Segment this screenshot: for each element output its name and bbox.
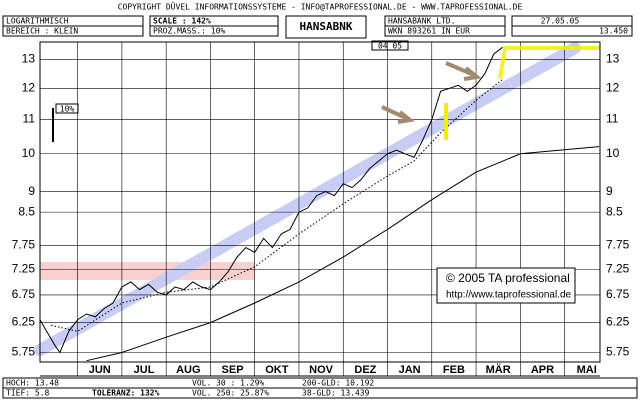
symbol: HANSABNK	[300, 20, 353, 33]
trend-channel	[34, 42, 581, 356]
price-line	[50, 79, 503, 332]
scale: SCALE : 142%	[153, 17, 211, 26]
y-tick-label: 5.75	[12, 345, 36, 359]
y-tick-label: 10	[606, 146, 620, 160]
high: HOCH: 13.48	[6, 379, 59, 388]
x-tick-label: OKT	[265, 364, 289, 376]
vol250: VOL. 250: 25.87%	[192, 389, 269, 398]
wkn: WKN 893261 IN EUR	[388, 27, 470, 36]
period: 04 05	[378, 42, 402, 51]
x-tick-label: AUG	[176, 364, 200, 376]
plot-frame	[39, 41, 601, 363]
watermark: © 2005 TA professional	[446, 271, 570, 285]
y-tick-label: 7.25	[12, 261, 36, 275]
y-tick-label: 12	[22, 80, 36, 94]
percent-measure: PROZ.MASS.: 10%	[153, 27, 225, 36]
date: 27.05.05	[541, 17, 580, 26]
symbol-box	[285, 15, 367, 39]
x-tick-label: JAN	[399, 364, 421, 376]
x-tick-label: MÄR	[486, 363, 511, 376]
y-tick-label: 7.75	[12, 237, 36, 251]
y-tick-label: 6.25	[606, 315, 630, 329]
low: TIEF: 5.8	[6, 389, 50, 398]
x-tick-label: JUL	[134, 364, 155, 376]
period-box	[371, 40, 409, 51]
x-tick-label: JUN	[89, 364, 111, 376]
last-price: 13.450	[599, 27, 628, 36]
arrow	[381, 105, 415, 124]
scale-mode: LOGARITHMISCH	[6, 17, 69, 26]
y-tick-label: 7.75	[606, 237, 630, 251]
measure-box	[55, 103, 79, 114]
x-tick-label: MAI	[577, 364, 597, 376]
watermark-box	[436, 267, 576, 304]
x-tick-label: NOV	[309, 364, 334, 376]
range: BEREICH : KLEIN	[6, 27, 78, 36]
y-tick-label: 9	[28, 184, 35, 198]
price-line	[86, 146, 600, 362]
company: HANSABANK LTD.	[388, 17, 455, 26]
y-tick-label: 8.5	[18, 204, 35, 218]
resistance-band	[40, 262, 255, 280]
gld200: 200-GLD: 10.192	[302, 379, 374, 388]
price-line	[39, 46, 503, 354]
y-tick-label: 5.75	[606, 345, 630, 359]
y-tick-label: 12	[606, 80, 620, 94]
y-tick-label: 8.5	[606, 204, 623, 218]
breakout-highlight	[498, 46, 600, 79]
x-tick-label: FEB	[443, 364, 465, 376]
y-tick-label: 6.75	[606, 287, 630, 301]
y-tick-label: 9	[606, 184, 613, 198]
watermark-url: http://www.taprofessional.de	[446, 290, 572, 301]
tolerance: TOLERANZ: 132%	[92, 389, 160, 398]
x-tick-label: SEP	[222, 364, 244, 376]
y-tick-label: 13	[606, 52, 620, 66]
x-tick-label: APR	[531, 364, 554, 376]
y-tick-label: 10	[22, 146, 36, 160]
vol30: VOL. 30 : 1.29%	[192, 379, 264, 388]
plot	[34, 42, 600, 376]
gld38: 38-GLD: 13.439	[302, 389, 370, 398]
y-tick-label: 6.75	[12, 287, 36, 301]
y-tick-label: 13	[22, 52, 36, 66]
y-tick-label: 11	[606, 112, 619, 126]
copyright: COPYRIGHT DÜVEL INFORMATIONSSYSTEME - IN…	[118, 2, 523, 12]
y-tick-label: 7.25	[606, 261, 630, 275]
measure-label: 10%	[60, 105, 75, 114]
y-tick-label: 11	[23, 112, 36, 126]
arrow	[445, 61, 482, 81]
y-tick-label: 6.25	[12, 315, 36, 329]
x-tick-label: DEZ	[354, 364, 376, 376]
